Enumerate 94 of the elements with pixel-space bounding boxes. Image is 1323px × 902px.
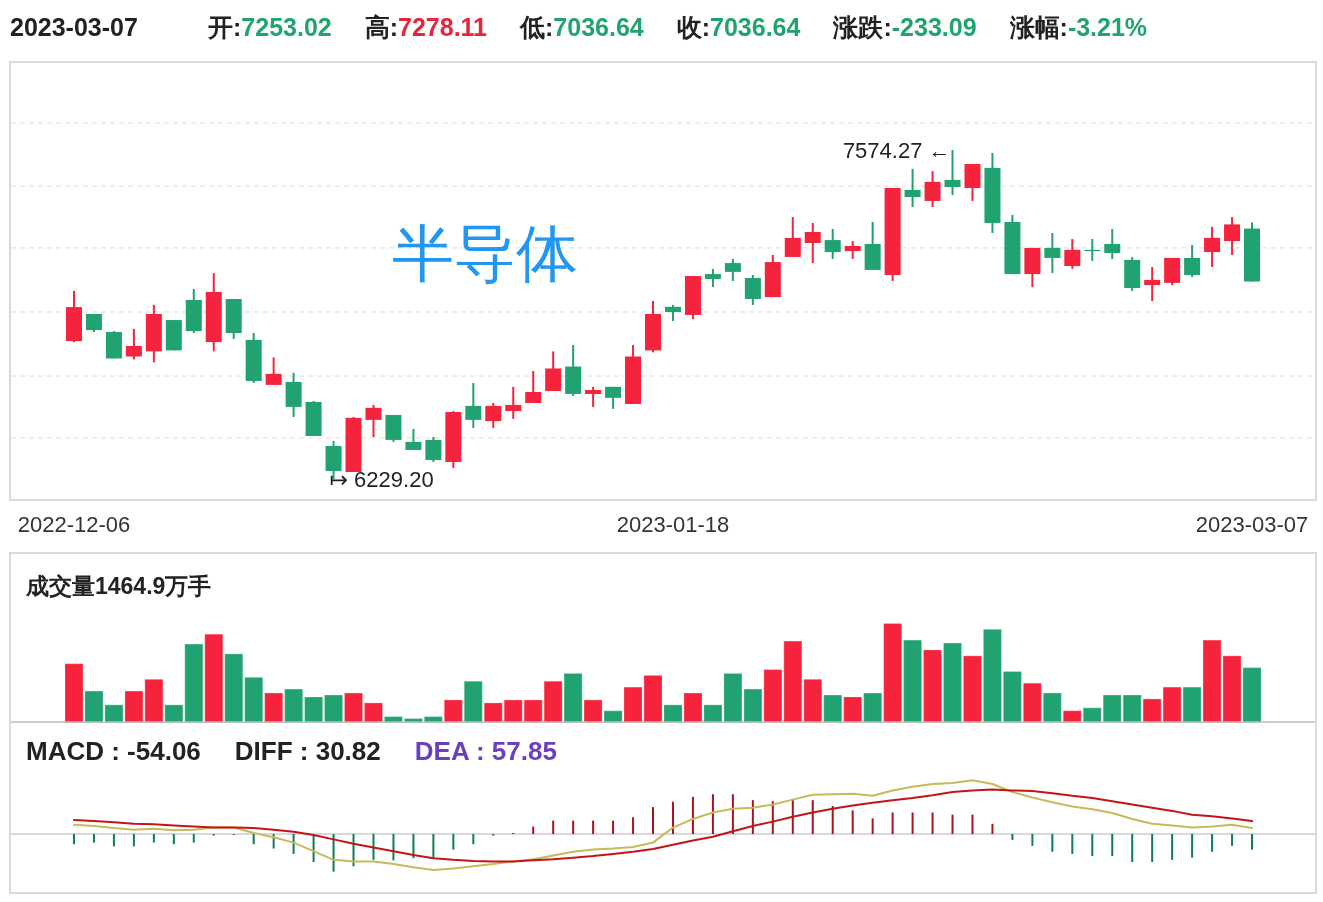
candlestick <box>1104 228 1121 260</box>
bar <box>132 834 135 847</box>
bar <box>971 814 974 834</box>
candlestick <box>824 228 841 260</box>
bar <box>931 812 934 834</box>
bar <box>532 826 535 834</box>
bar <box>1011 834 1014 840</box>
bar <box>911 812 914 834</box>
candlestick <box>485 401 502 429</box>
bar <box>851 810 854 834</box>
text: 收:7036.64 <box>676 13 801 41</box>
candlestick <box>505 385 522 420</box>
bar <box>691 796 694 834</box>
candlestick <box>1044 231 1061 275</box>
text: 高:7278.11 <box>364 13 488 41</box>
bar <box>1151 834 1154 862</box>
bar <box>991 823 994 834</box>
chart-title: 成交量1464.9万手 <box>25 573 212 599</box>
bar <box>1091 834 1094 857</box>
bar <box>152 834 155 843</box>
bar <box>1071 834 1074 854</box>
bar <box>652 807 655 834</box>
text: 半导体 <box>392 219 578 288</box>
text: 涨跌:-233.09 <box>832 13 977 41</box>
candlestick <box>265 356 282 386</box>
x-tick-label: 2023-03-07 <box>1195 512 1309 537</box>
bar <box>671 801 674 834</box>
candlestick <box>425 435 442 463</box>
bar <box>951 814 954 834</box>
candlestick <box>365 403 382 438</box>
bar <box>572 820 575 834</box>
bar <box>392 834 395 861</box>
x-tick-label: 2023-01-18 <box>616 512 730 537</box>
text: DEA : 57.85 <box>414 736 557 766</box>
candlestick <box>525 369 542 404</box>
bar <box>731 794 734 834</box>
candlestick <box>744 274 761 306</box>
bar <box>72 834 75 845</box>
annotation: ↦ 6229.20 <box>329 467 434 492</box>
bar <box>1131 834 1134 862</box>
bar <box>711 794 714 834</box>
bar <box>612 820 615 834</box>
text: DIFF : 30.82 <box>234 736 381 766</box>
text: 开:7253.02 <box>207 13 332 41</box>
bar <box>791 799 794 834</box>
candlestick <box>924 170 941 209</box>
bar <box>552 820 555 834</box>
bar <box>831 806 834 834</box>
chart-title: 2023-03-07 <box>10 13 138 41</box>
bar <box>92 834 95 843</box>
bar <box>192 834 195 843</box>
candlestick <box>585 385 602 408</box>
text: 低:7036.64 <box>519 13 644 41</box>
bar <box>412 834 415 859</box>
candlestick <box>405 427 422 451</box>
x-tick-label: 2022-12-06 <box>17 512 131 537</box>
bar <box>592 820 595 834</box>
candlestick <box>125 327 142 361</box>
annotation: 7574.27 ← <box>842 138 951 163</box>
candlestick <box>964 163 981 202</box>
text: MACD : -54.06 <box>26 736 201 766</box>
bar <box>811 800 814 834</box>
candlestick <box>784 216 801 258</box>
bar <box>432 834 435 859</box>
candlestick <box>1064 238 1081 270</box>
candlestick <box>1144 265 1161 302</box>
candlestick <box>724 257 741 282</box>
bar <box>252 834 255 845</box>
candlestick <box>1204 225 1221 268</box>
candlestick <box>465 381 482 429</box>
candlestick <box>1224 216 1241 256</box>
bar <box>871 818 874 834</box>
candlestick <box>545 350 562 392</box>
bar <box>372 834 375 860</box>
bar <box>1171 834 1174 860</box>
bar <box>1111 834 1114 857</box>
bar <box>1051 834 1054 852</box>
candlestick <box>904 167 921 209</box>
bar <box>1211 834 1214 852</box>
bar <box>172 834 175 845</box>
bar <box>632 817 635 834</box>
bar <box>1251 834 1254 850</box>
bar <box>1231 834 1234 846</box>
candlestick <box>944 149 961 197</box>
bar <box>1191 834 1194 858</box>
text: 涨幅:-3.21% <box>1008 13 1148 41</box>
bar <box>112 834 115 847</box>
bar <box>452 834 455 850</box>
candlestick <box>704 267 721 289</box>
candlestick <box>1184 243 1201 279</box>
candlestick <box>804 221 821 265</box>
bar <box>472 834 475 845</box>
bar <box>1031 834 1034 846</box>
bar <box>891 812 894 834</box>
